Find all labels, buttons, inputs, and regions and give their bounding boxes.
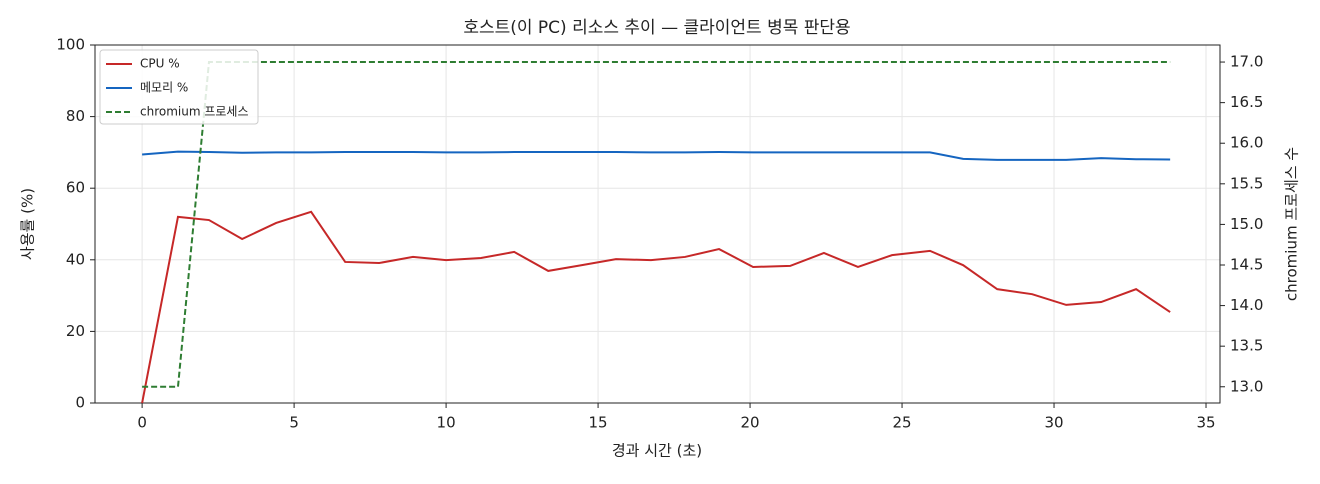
y2-tick-label: 14.5 xyxy=(1230,255,1263,273)
legend: CPU % 메모리 % chromium 프로세스 xyxy=(99,49,259,125)
y-tick-label: 60 xyxy=(66,179,85,197)
legend-label: chromium 프로세스 xyxy=(140,105,249,119)
chart-title: 호스트(이 PC) 리소스 추이 — 클라이언트 병목 판단용 xyxy=(463,18,850,38)
y-tick-label: 0 xyxy=(75,394,85,412)
x-tick-label: 5 xyxy=(289,414,299,432)
legend-label: 메모리 % xyxy=(140,81,188,95)
y2-tick-label: 15.0 xyxy=(1230,215,1263,233)
y2-tick-label: 15.5 xyxy=(1230,174,1263,192)
y-tick-label: 80 xyxy=(66,107,85,125)
y-tick-label: 20 xyxy=(66,322,85,340)
series-line xyxy=(142,61,1171,388)
series-line xyxy=(141,210,1171,404)
x-tick-label: 25 xyxy=(892,414,911,432)
y2-tick-label: 16.5 xyxy=(1230,93,1263,111)
y2-axis-label: chromium 프로세스 수 xyxy=(1283,147,1301,301)
x-tick-label: 10 xyxy=(437,414,456,432)
x-axis-label: 경과 시간 (초) xyxy=(612,442,702,460)
x-tick-label: 30 xyxy=(1044,414,1063,432)
series-line xyxy=(142,150,1171,161)
x-tick-label: 15 xyxy=(589,414,608,432)
y-tick-label: 100 xyxy=(56,36,85,54)
legend-box xyxy=(99,49,259,125)
y-axis-label: 사용률 (%) xyxy=(19,188,37,260)
y2-tick-label: 16.0 xyxy=(1230,134,1263,152)
plot-frame xyxy=(94,44,1221,404)
y2-tick-label: 13.5 xyxy=(1230,337,1263,355)
legend-label: CPU % xyxy=(140,57,180,71)
y2-tick-label: 13.0 xyxy=(1230,377,1263,395)
y2-tick-label: 17.0 xyxy=(1230,53,1263,71)
x-tick-label: 35 xyxy=(1196,414,1215,432)
y2-tick-label: 14.0 xyxy=(1230,296,1263,314)
y-tick-label: 40 xyxy=(66,250,85,268)
x-tick-label: 20 xyxy=(741,414,760,432)
x-tick-label: 0 xyxy=(137,414,147,432)
